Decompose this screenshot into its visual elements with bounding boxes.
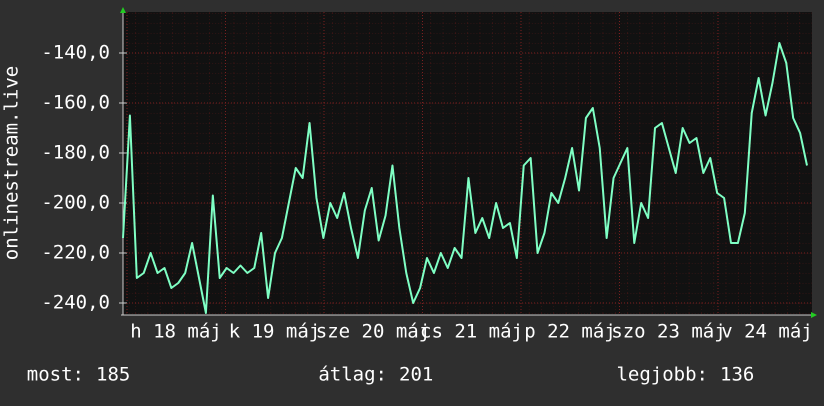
x-tick-label: p 22 máj — [524, 321, 616, 343]
x-tick-label: cs 21 máj — [420, 321, 523, 343]
x-tick-label: v 24 máj — [721, 321, 813, 343]
stat-value: 136 — [720, 364, 754, 386]
stat-label: átlag: — [318, 364, 387, 386]
y-tick-label: -240,0 — [41, 292, 110, 314]
data-line — [122, 42, 808, 314]
x-arrow — [811, 312, 817, 318]
x-tick-label: szo 23 máj — [611, 321, 725, 343]
y-axis-title: onlinestream.live — [1, 66, 23, 260]
stat-label: most: — [27, 364, 84, 386]
minor-grid — [123, 12, 812, 315]
x-tick-label: h 18 máj — [130, 321, 222, 343]
y-tick-label: -140,0 — [41, 42, 110, 64]
y-tick-label: -200,0 — [41, 192, 110, 214]
stat-label: legjobb: — [616, 364, 708, 386]
y-tick-label: -220,0 — [41, 242, 110, 264]
y-arrow — [120, 7, 126, 13]
x-tick-label: k 19 máj — [229, 321, 321, 343]
y-tick-label: -180,0 — [41, 142, 110, 164]
stat-value: 201 — [399, 364, 433, 386]
y-tick-label: -160,0 — [41, 92, 110, 114]
x-tick-label: sze 20 máj — [316, 321, 430, 343]
stat-value: 185 — [96, 364, 130, 386]
